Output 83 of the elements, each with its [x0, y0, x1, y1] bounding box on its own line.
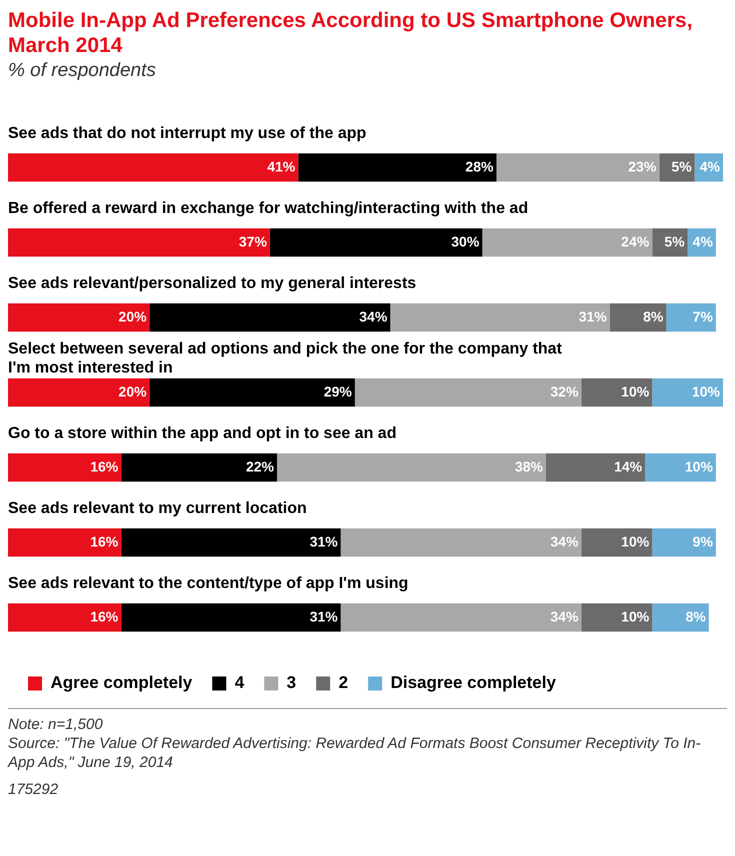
bar: [581, 528, 652, 557]
bar: [610, 303, 666, 332]
data-label: 22%: [246, 458, 275, 474]
legend-label: Disagree completely: [390, 673, 556, 692]
data-label: 14%: [614, 458, 643, 474]
data-label: 16%: [90, 608, 119, 624]
data-label: 8%: [643, 308, 664, 324]
data-label: 9%: [692, 533, 714, 550]
data-label: 10%: [692, 383, 721, 400]
bar: [581, 603, 652, 632]
data-label: 20%: [118, 383, 148, 400]
data-label: 30%: [451, 233, 480, 250]
y-tick-label: See ads relevant to my current location: [8, 500, 307, 517]
data-label: 28%: [465, 158, 494, 174]
data-label: 24%: [621, 233, 650, 250]
y-tick-label: See ads relevant/personalized to my general interests: [8, 274, 416, 292]
data-label: 37%: [238, 233, 268, 250]
bar: [652, 603, 709, 632]
chart-subtitle: % of respondents: [8, 60, 157, 82]
data-label: 16%: [90, 533, 119, 550]
y-tick-label: Go to a store within the app and opt in to see an ad: [8, 424, 396, 442]
bar: [546, 453, 646, 482]
y-tick-label: Be offered a reward in exchange for watching/interacting with the ad: [8, 200, 528, 217]
data-label: 10%: [621, 533, 650, 550]
bar: [8, 303, 150, 332]
bar: [150, 378, 355, 407]
data-label: 34%: [550, 533, 579, 550]
bar: [8, 378, 150, 407]
bar: [8, 153, 298, 182]
bar: [390, 303, 610, 332]
data-label: 10%: [684, 458, 714, 474]
bar: [8, 603, 122, 632]
bar: [121, 453, 278, 482]
data-label: 41%: [267, 158, 296, 174]
bar: [340, 603, 582, 632]
data-label: 34%: [550, 608, 579, 624]
bar: [121, 528, 341, 557]
text: 175292: [8, 780, 60, 799]
data-label: 7%: [692, 308, 714, 324]
bar: [150, 303, 390, 332]
data-label: 10%: [621, 383, 650, 400]
legend-label: Agree completely: [50, 673, 193, 692]
legend-label: 4: [234, 673, 245, 692]
source-note: Source: "The Value Of Rewarded Advertising: Rewarded Ad Formats Boost Consumer Receptivity To In-App Ads," June 19, 2014: [8, 734, 702, 772]
bar: [652, 378, 723, 407]
data-label: 10%: [621, 608, 650, 624]
bar: [277, 453, 546, 482]
text: Note: n=1,500: [8, 715, 104, 734]
data-label: 4%: [692, 233, 714, 250]
bar: [340, 528, 582, 557]
data-label: 38%: [514, 458, 544, 474]
bar: [8, 228, 270, 257]
bar: [652, 528, 716, 557]
bar: [482, 228, 652, 257]
data-label: 32%: [550, 383, 579, 400]
y-tick-label: Select between several ad options and pick the one for the company that I'm most interested in: [8, 340, 563, 377]
bar: [8, 528, 122, 557]
legend-label: 2: [338, 673, 348, 692]
y-tick-label: See ads relevant to the content/type of app I'm using: [8, 574, 408, 592]
data-label: 34%: [359, 308, 388, 324]
bar: [270, 228, 482, 257]
data-label: 31%: [310, 608, 338, 624]
data-label: 5%: [671, 158, 692, 174]
data-label: 5%: [664, 233, 686, 250]
data-label: 31%: [578, 308, 608, 324]
data-label: 16%: [90, 458, 119, 474]
bar: [581, 378, 652, 407]
bar: [645, 453, 716, 482]
y-tick-label: See ads that do not interrupt my use of the app: [8, 124, 366, 142]
data-label: 31%: [310, 533, 338, 550]
data-label: 8%: [686, 608, 706, 624]
data-label: 4%: [700, 158, 721, 174]
data-label: 20%: [118, 308, 148, 324]
bar: [8, 453, 122, 482]
legend-label: 3: [286, 673, 296, 692]
bar: [121, 603, 341, 632]
data-label: 29%: [324, 383, 352, 400]
chart-title: Mobile In-App Ad Preferences According to US Smartphone Owners, March 2014: [8, 8, 694, 58]
bar: [354, 378, 582, 407]
bar: [298, 153, 496, 182]
bar: [496, 153, 660, 182]
data-label: 23%: [628, 158, 657, 174]
bar: [666, 303, 716, 332]
